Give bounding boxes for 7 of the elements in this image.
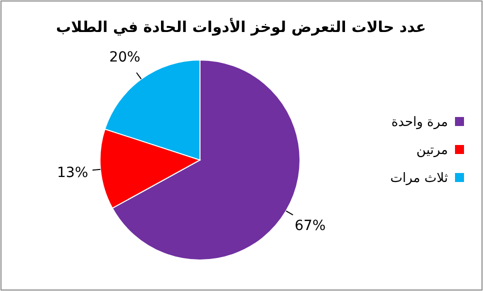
legend-label: ثلاث مرات bbox=[390, 171, 448, 186]
data-label: 13% bbox=[57, 165, 88, 182]
data-label: 20% bbox=[109, 49, 140, 66]
data-label: 67% bbox=[294, 218, 326, 234]
legend-label: مرتين bbox=[416, 143, 448, 158]
legend-label: مرة واحدة bbox=[391, 115, 448, 130]
chart-title: عدد حالات التعرض لوخز الأدوات الحادة في الطلاب bbox=[56, 17, 426, 36]
